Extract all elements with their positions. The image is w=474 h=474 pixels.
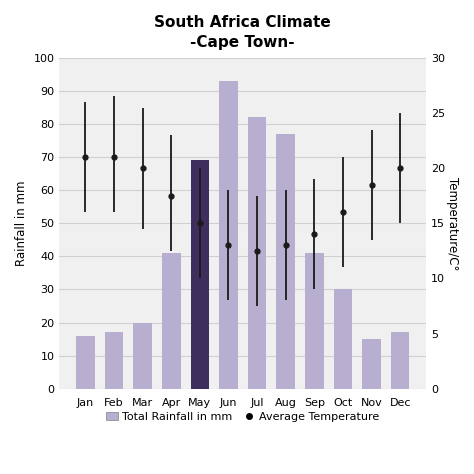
- Bar: [133, 322, 152, 389]
- Bar: [191, 160, 209, 389]
- Bar: [362, 339, 381, 389]
- Bar: [391, 332, 410, 389]
- Bar: [76, 336, 95, 389]
- Title: South Africa Climate
-Cape Town-: South Africa Climate -Cape Town-: [155, 15, 331, 50]
- Bar: [219, 81, 238, 389]
- Bar: [334, 290, 352, 389]
- Y-axis label: Rainfall in mm: Rainfall in mm: [15, 181, 28, 266]
- Bar: [248, 118, 266, 389]
- Legend: Total Rainfall in mm, Average Temperature: Total Rainfall in mm, Average Temperatur…: [102, 407, 383, 426]
- Y-axis label: Temperature/C°: Temperature/C°: [446, 177, 459, 270]
- Bar: [305, 253, 324, 389]
- Bar: [105, 332, 123, 389]
- Bar: [162, 253, 181, 389]
- Bar: [276, 134, 295, 389]
